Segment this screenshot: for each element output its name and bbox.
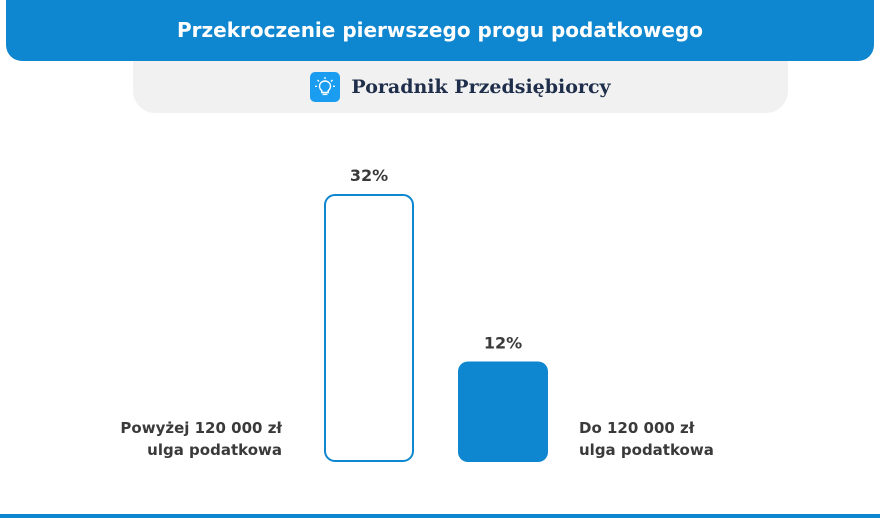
category-label-line: ulga podatkowa (579, 441, 714, 459)
brand-name: Poradnik Przedsiębiorcy (351, 76, 611, 98)
category-label-below-threshold: Do 120 000 zł ulga podatkowa (579, 417, 779, 461)
bar-value-label: 12% (484, 334, 522, 353)
header-banner: Przekroczenie pierwszego progu podatkowe… (6, 0, 874, 61)
category-label-line: Do 120 000 zł (579, 419, 695, 437)
bar-2 (458, 361, 548, 462)
bar-1 (324, 194, 414, 462)
brand-bar: Poradnik Przedsiębiorcy (133, 61, 788, 113)
lightbulb-icon (310, 72, 341, 102)
category-label-line: ulga podatkowa (147, 441, 282, 459)
bottom-accent-line (0, 514, 880, 518)
category-label-above-threshold: Powyżej 120 000 zł ulga podatkowa (82, 417, 282, 461)
page-title: Przekroczenie pierwszego progu podatkowe… (177, 17, 703, 42)
bar-value-label: 32% (350, 166, 388, 185)
category-label-line: Powyżej 120 000 zł (120, 419, 282, 437)
